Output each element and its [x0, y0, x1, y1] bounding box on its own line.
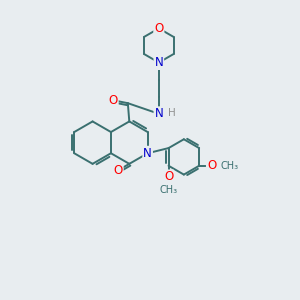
Text: CH₃: CH₃	[160, 185, 178, 195]
Text: O: O	[154, 22, 164, 35]
Text: O: O	[207, 159, 216, 172]
Text: O: O	[164, 170, 173, 183]
Text: N: N	[154, 56, 163, 69]
Text: H: H	[168, 108, 176, 118]
Text: O: O	[113, 164, 123, 177]
Text: CH₃: CH₃	[220, 161, 238, 171]
Text: O: O	[109, 94, 118, 107]
Text: N: N	[143, 147, 152, 160]
Text: N: N	[154, 107, 163, 120]
